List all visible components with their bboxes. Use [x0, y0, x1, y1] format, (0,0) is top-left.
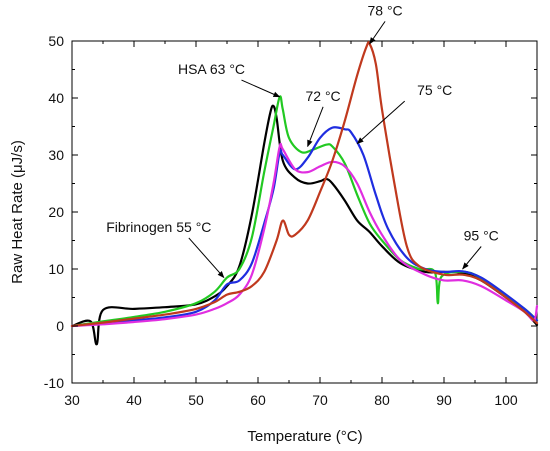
annotation-arrow	[241, 79, 281, 98]
x-axis-title: Temperature (°C)	[247, 428, 362, 445]
annotation-arrow	[369, 21, 386, 45]
y-tick-label: 20	[48, 204, 64, 220]
y-tick-label: 10	[48, 261, 64, 277]
annotation-arrow	[188, 237, 225, 279]
annotation-arrow	[356, 100, 406, 145]
y-tick-label: -10	[44, 375, 64, 391]
y-tick-label: 40	[48, 90, 64, 106]
annotation-label: 75 °C	[417, 82, 452, 98]
plot-area	[71, 40, 538, 384]
y-axis-title: Raw Heat Rate (μJ/s)	[9, 140, 26, 284]
x-tick-label: 30	[64, 392, 80, 408]
x-tick-label: 70	[312, 392, 328, 408]
axis-layer: 30 40 50 60 70 80 90 100 -10 0 10 20 30 40 50	[44, 33, 537, 408]
annotation-layer: 78 °C HSA 63 °C 72 °C 75 °C Fibrinogen 55 °C…	[106, 2, 499, 279]
plot-frame	[71, 40, 538, 384]
annotation-label: 95 °C	[464, 228, 499, 244]
series-line-5	[70, 41, 539, 328]
annotation-arrow	[462, 246, 482, 270]
annotation-label: 72 °C	[306, 88, 341, 104]
series-layer	[70, 41, 539, 346]
x-tick-label: 80	[374, 392, 390, 408]
y-tick-label: 30	[48, 147, 64, 163]
x-tick-label: 40	[126, 392, 142, 408]
annotation-arrow	[307, 106, 324, 148]
y-tick-label: 50	[48, 33, 64, 49]
x-tick-label: 60	[250, 392, 266, 408]
series-line-4	[70, 142, 539, 328]
y-tick-label: 0	[56, 318, 64, 334]
x-tick-label: 90	[436, 392, 452, 408]
x-tick-label: 50	[188, 392, 204, 408]
x-tick-label: 100	[494, 392, 518, 408]
annotation-label: HSA 63 °C	[178, 61, 245, 77]
annotation-label: 78 °C	[368, 2, 403, 18]
series-line-2	[70, 95, 539, 328]
annotation-label: Fibrinogen 55 °C	[106, 219, 211, 235]
